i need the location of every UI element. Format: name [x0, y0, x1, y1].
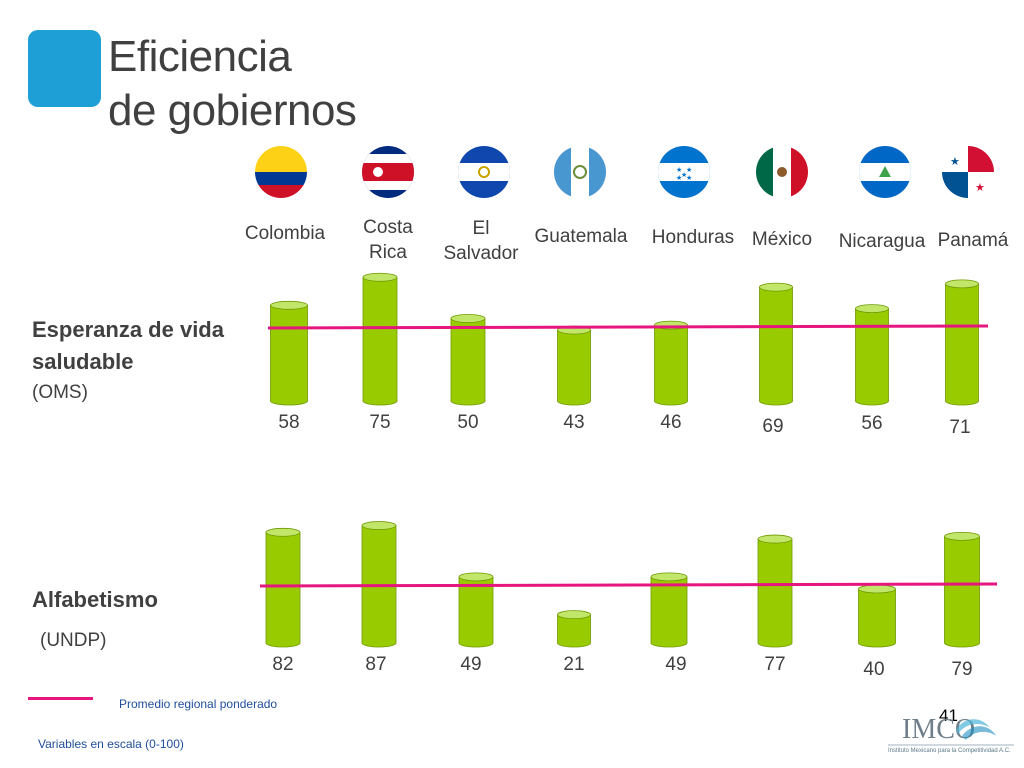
country-label-el-salvador: El Salvador	[443, 218, 519, 264]
svg-text:★: ★	[681, 171, 687, 179]
svg-text:★: ★	[676, 166, 682, 174]
value-label-life-guatemala: 43	[563, 412, 584, 433]
svg-text:★: ★	[975, 181, 985, 194]
life-expectancy-label-line2: saludable	[32, 349, 134, 374]
guatemala-flag-icon	[554, 146, 606, 198]
bar-literacy-honduras	[650, 572, 688, 648]
imco-logo-text: IMCO	[902, 714, 975, 745]
value-label-literacy-el-salvador: 49	[460, 654, 481, 675]
value-label-life-costa-rica: 75	[369, 412, 390, 433]
page-title: Eficiencia de gobiernos	[108, 30, 357, 138]
country-label-mexico: México	[751, 229, 813, 250]
value-label-literacy-m-xico: 77	[764, 654, 785, 675]
bar-literacy-panam-	[944, 531, 980, 648]
bar-life-m-xico	[759, 282, 793, 406]
value-label-literacy-honduras: 49	[665, 654, 686, 675]
imco-logo: IMCO	[886, 708, 1016, 758]
country-label-honduras: Honduras	[651, 227, 735, 248]
value-label-life-el-salvador: 50	[457, 412, 478, 433]
bar-life-el-salvador	[450, 314, 486, 406]
life-expectancy-source: (OMS)	[32, 382, 88, 403]
mexico-flag-icon	[756, 146, 808, 198]
country-label-colombia: Colombia	[244, 223, 326, 244]
bar-life-guatemala	[557, 325, 591, 406]
value-label-life-nicaragua: 56	[861, 413, 882, 434]
life-expectancy-label: Esperanza de vida saludable	[32, 314, 224, 378]
bar-literacy-m-xico	[757, 534, 793, 648]
bar-life-honduras	[654, 320, 688, 406]
svg-text:★: ★	[686, 166, 692, 174]
footnote: Variables en escala (0-100)	[38, 737, 184, 751]
el-salvador-flag-icon	[458, 146, 510, 198]
svg-text:★: ★	[676, 174, 682, 182]
page-number: 41	[939, 706, 958, 725]
bar-life-colombia	[270, 300, 308, 406]
average-line-life	[267, 324, 989, 330]
average-line-literacy	[259, 582, 998, 588]
honduras-flag-icon: ★ ★ ★ ★ ★	[658, 146, 710, 198]
bar-literacy-colombia	[265, 527, 301, 648]
svg-text:★: ★	[686, 174, 692, 182]
literacy-source: (UNDP)	[40, 630, 107, 651]
bar-literacy-nicaragua	[858, 584, 896, 648]
costa-rica-flag-icon	[362, 146, 414, 198]
country-label-panama: Panamá	[937, 230, 1009, 251]
page-title-line1: Eficiencia	[108, 32, 292, 81]
svg-text:★: ★	[950, 155, 960, 168]
value-label-literacy-panam-: 79	[951, 659, 972, 680]
value-label-literacy-costa-rica: 87	[365, 654, 386, 675]
country-label-nicaragua: Nicaragua	[838, 231, 926, 252]
page-title-line2: de gobiernos	[108, 86, 357, 135]
average-legend-line	[28, 697, 93, 700]
nicaragua-flag-icon	[859, 146, 911, 198]
bar-literacy-guatemala	[557, 610, 591, 648]
accent-square	[28, 30, 101, 107]
imco-logo-subtitle: Instituto Mexicano para la Competitivida…	[888, 748, 1011, 754]
value-label-literacy-nicaragua: 40	[863, 659, 884, 680]
average-legend-label: Promedio regional ponderado	[119, 697, 278, 711]
value-label-life-m-xico: 69	[762, 416, 783, 437]
value-label-life-honduras: 46	[660, 412, 681, 433]
value-label-literacy-guatemala: 21	[563, 654, 584, 675]
literacy-label: Alfabetismo	[32, 587, 158, 612]
country-label-guatemala: Guatemala	[534, 226, 628, 247]
value-label-life-colombia: 58	[278, 412, 299, 433]
life-expectancy-label-line1: Esperanza de vida	[32, 317, 224, 342]
value-label-literacy-colombia: 82	[272, 654, 293, 675]
value-label-life-panam-: 71	[949, 417, 970, 438]
bar-life-costa-rica	[362, 272, 398, 406]
country-label-costa-rica: Costa Rica	[363, 217, 413, 263]
bar-life-nicaragua	[855, 304, 889, 406]
bar-literacy-el-salvador	[458, 572, 494, 648]
bar-life-panam-	[945, 279, 979, 406]
panama-flag-icon: ★ ★	[942, 146, 994, 198]
